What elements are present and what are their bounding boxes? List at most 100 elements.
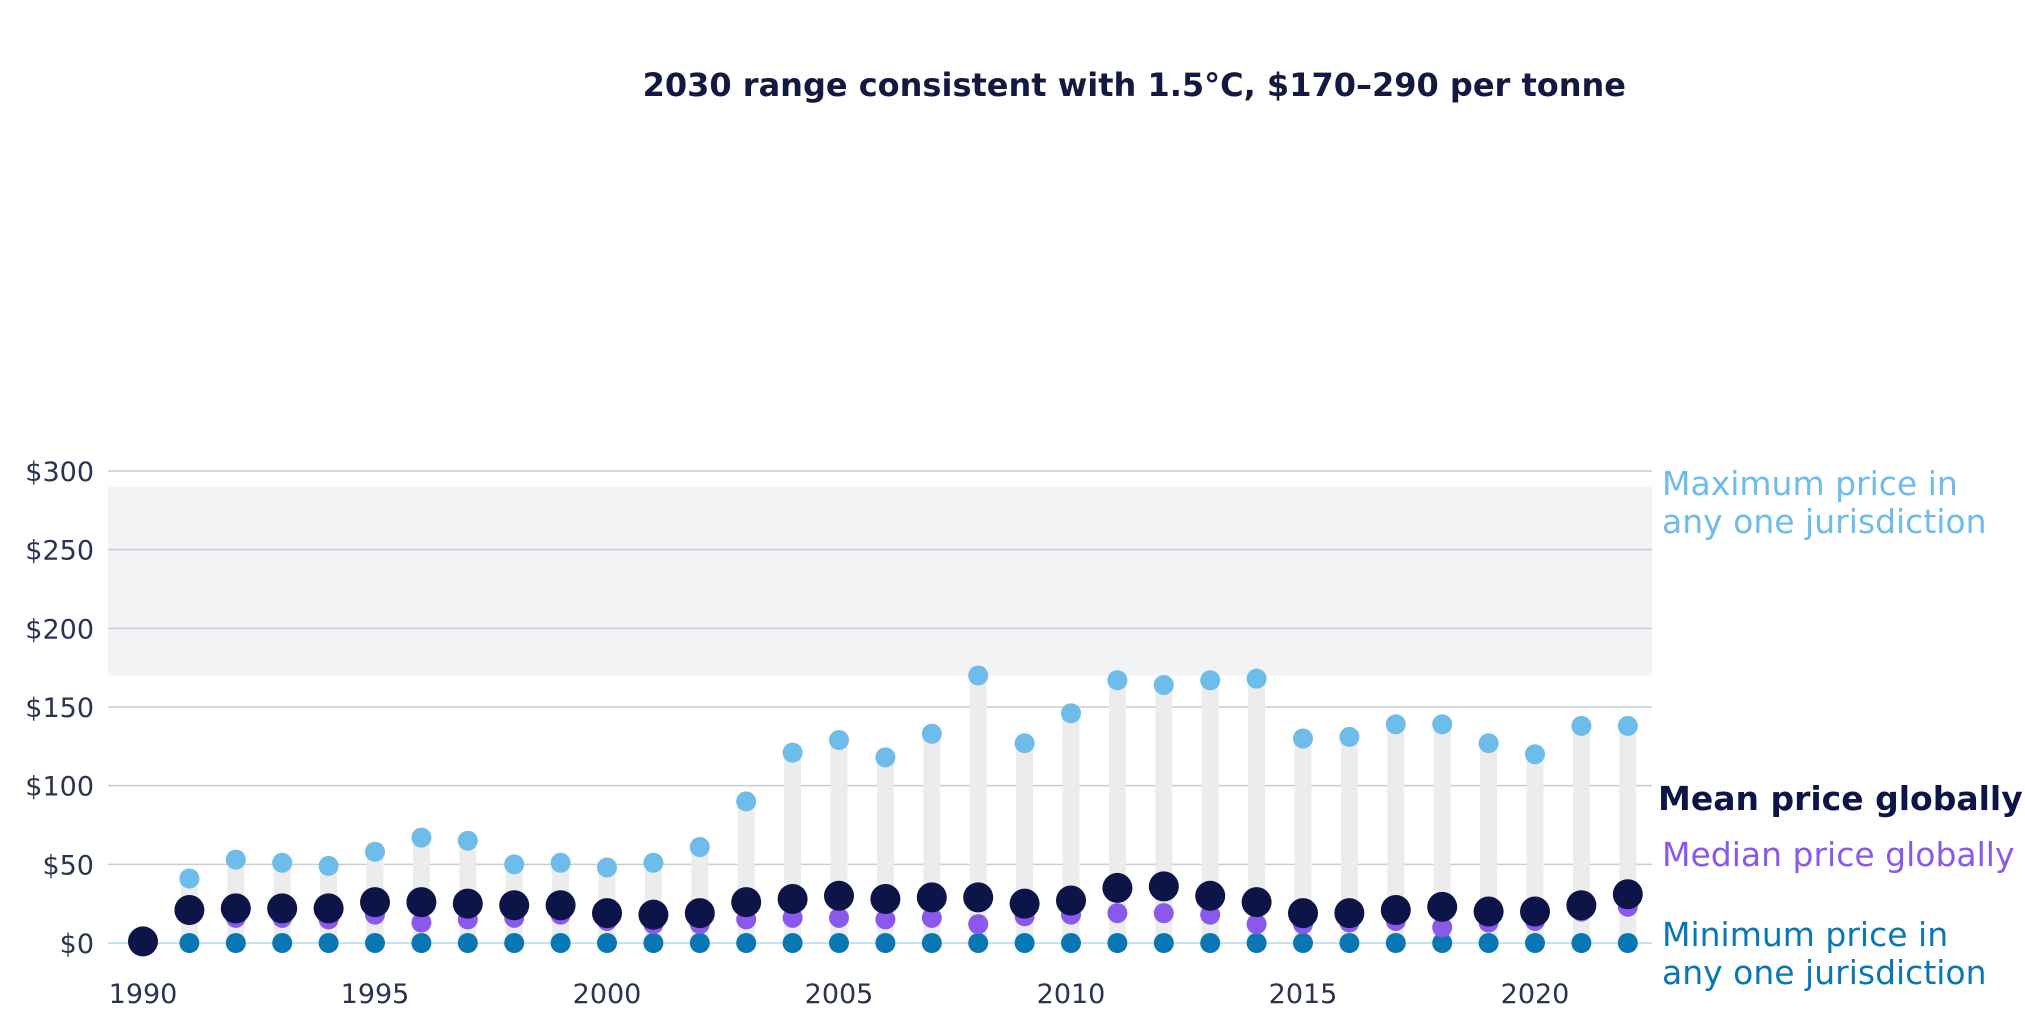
range-bar [1062,713,1080,943]
mean-price-point [1148,871,1179,902]
legend-entry: Median price globally [1662,835,2014,874]
mean-price-point [592,898,622,929]
max-price-point [1014,733,1035,754]
min-price-point [1571,933,1592,953]
y-tick-label: $0 [60,929,94,960]
range-bar [969,675,987,943]
median-price-point [411,912,432,933]
price-range-bars [180,675,1637,943]
min-price-point [1246,933,1267,953]
mean-price-point [545,890,576,921]
max-price-point [457,830,478,851]
min-price-point [597,933,617,953]
max-price-point [968,665,989,686]
max-price-point [1339,726,1360,747]
range-bar [1248,678,1266,943]
max-price-point [1107,670,1128,691]
mean-price-point [684,898,715,929]
min-price-point [1107,933,1128,953]
max-price-point [225,849,246,870]
mean-price-point [824,880,854,911]
x-tick-label: 2015 [1269,979,1338,1010]
max-price-point [597,857,617,878]
max-price-point [736,791,757,812]
max-price-point [1153,674,1174,695]
mean-price-point [1334,898,1365,929]
mean-price-point [963,882,994,913]
max-price-point [875,747,896,768]
mean-price-point [1102,872,1133,903]
median-price-point [1246,914,1267,935]
min-price-point [1293,933,1313,953]
legend-line: Minimum price in [1662,915,1948,954]
mean-price-point [870,883,901,914]
mean-price-point [1241,887,1272,918]
mean-price-point [1288,898,1318,929]
x-tick-label: 2010 [1037,979,1106,1010]
legend-entry: Maximum price in any one jurisdiction [1662,464,1987,541]
range-bar [1526,754,1544,943]
mean-price-point [1009,888,1040,919]
max-price-point [504,854,525,875]
mean-price-point [1566,890,1597,921]
median-price-point [968,914,989,935]
max-price-point [550,852,571,873]
legend-line: Mean price globally [1658,779,2023,818]
median-price-point [1153,903,1174,924]
y-tick-label: $50 [42,850,94,881]
legend-line: Median price globally [1662,835,2014,874]
min-price-point [457,933,478,953]
min-price-point [875,933,896,953]
min-price-point [689,933,710,953]
min-price-point [550,933,571,953]
min-price-point [1432,933,1453,953]
max-price-point [318,855,339,876]
series-legend: Maximum price in any one jurisdiction Mean… [1658,464,2023,992]
mean-price-point [638,899,669,930]
mean-price-point [406,887,437,918]
mean-price-point [777,883,808,914]
min-price-point [504,933,525,953]
mean-price-point [1520,896,1550,927]
x-tick-label: 2000 [573,979,642,1010]
max-price-point [829,730,849,751]
legend-line: any one jurisdiction [1662,953,1987,992]
x-axis-ticks: 1990 1995 2000 2005 2010 2015 2020 [109,979,1570,1010]
max-price-point [1478,733,1499,754]
min-price-point [829,933,849,953]
min-price-point [1478,933,1499,953]
min-price-point [1339,933,1360,953]
max-price-point [1385,714,1406,735]
max-price-point [782,742,803,763]
min-price-point [736,933,757,953]
mean-price-point [452,888,483,919]
mean-price-point [174,894,205,925]
target-range-band: 2030 range consistent with 1.5°C, $170–2… [108,66,1652,676]
mean-price-point [313,893,344,924]
price-points [128,665,1643,957]
min-price-point [179,933,200,953]
mean-price-point [267,893,298,924]
mean-price-point [1473,896,1504,927]
max-price-point [272,852,293,873]
median-price-point [1107,903,1128,924]
median-price-point [921,907,942,928]
min-price-point [643,933,664,953]
y-tick-label: $300 [25,457,94,488]
range-bar [1387,724,1405,943]
range-bar [1294,738,1312,943]
y-axis-ticks: $0 $50 $100 $150 $200 $250 $300 [25,457,94,960]
legend-line: any one jurisdiction [1662,502,1987,541]
mean-price-point [1427,891,1458,922]
x-tick-label: 2020 [1501,979,1570,1010]
min-price-point [1014,933,1035,953]
legend-entry: Mean price globally [1658,779,2023,818]
mean-price-point [1612,879,1643,910]
min-price-point [318,933,339,953]
mean-price-point [360,887,390,918]
max-price-point [179,868,200,889]
min-price-point [782,933,803,953]
min-price-point [1061,933,1081,953]
min-price-point [1385,933,1406,953]
range-bar [1340,736,1358,943]
